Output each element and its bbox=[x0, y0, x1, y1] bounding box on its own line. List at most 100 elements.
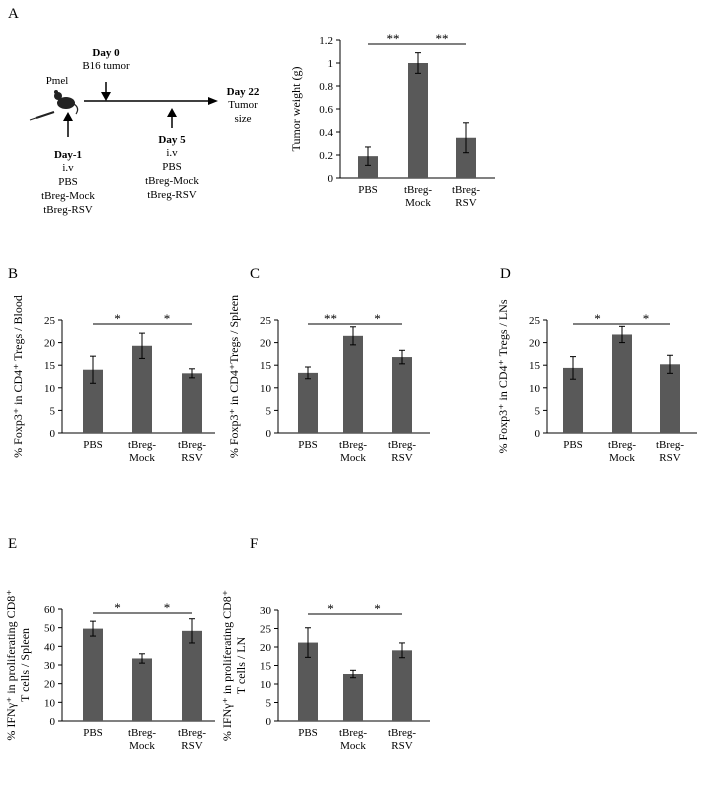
mouse-icon bbox=[29, 90, 79, 121]
y-label-group: % Foxp3⁺ in CD4⁺ Tregs / Blood bbox=[11, 295, 25, 458]
y-tick-label: 10 bbox=[44, 383, 56, 395]
event-title: Day 22 bbox=[227, 86, 260, 98]
significance-label: * bbox=[594, 311, 601, 326]
y-tick-label: 20 bbox=[260, 642, 272, 654]
x-tick-label: tBreg-RSV bbox=[656, 439, 684, 464]
bar bbox=[83, 628, 103, 721]
panel-label: C bbox=[250, 266, 260, 282]
y-tick-label: 20 bbox=[44, 679, 56, 691]
bar bbox=[392, 650, 412, 721]
bar bbox=[182, 630, 202, 721]
y-label-group: % Foxp3⁺ in CD4⁺ Tregs / LNs bbox=[496, 299, 510, 453]
x-tick-label: tBreg-RSV bbox=[452, 184, 480, 209]
error-bar bbox=[305, 366, 311, 380]
error-bar bbox=[350, 326, 356, 346]
mouse-label: Pmel bbox=[46, 75, 69, 87]
y-tick-label: 0.2 bbox=[319, 150, 333, 162]
error-bar bbox=[90, 355, 96, 384]
bar bbox=[612, 334, 632, 433]
y-tick-label: 5 bbox=[535, 405, 541, 417]
significance-label: * bbox=[374, 601, 381, 616]
significance-label: ** bbox=[324, 311, 337, 326]
significance-label: * bbox=[164, 600, 171, 615]
y-tick-label: 15 bbox=[529, 360, 541, 372]
x-tick-label: tBreg-Mock bbox=[339, 727, 367, 752]
y-tick-label: 0 bbox=[266, 428, 272, 440]
x-tick-label: tBreg-Mock bbox=[339, 439, 367, 464]
y-tick-label: 5 bbox=[50, 405, 56, 417]
y-label-group: % IFNγ⁺ in proliferating CD8⁺T cells / L… bbox=[220, 590, 248, 741]
error-bar bbox=[463, 122, 469, 154]
timeline bbox=[63, 82, 218, 137]
bar bbox=[343, 674, 363, 721]
bar bbox=[358, 156, 378, 178]
significance-label: ** bbox=[436, 31, 449, 46]
y-tick-label: 1.2 bbox=[319, 35, 333, 47]
bar bbox=[343, 335, 363, 433]
y-tick-label: 20 bbox=[260, 338, 272, 350]
error-bar bbox=[305, 627, 311, 658]
x-tick-label: tBreg-RSV bbox=[178, 727, 206, 752]
event-title: Day-1 bbox=[54, 149, 82, 161]
bar bbox=[456, 137, 476, 178]
error-bar bbox=[139, 332, 145, 359]
bar bbox=[660, 364, 680, 433]
y-tick-label: 0 bbox=[266, 716, 272, 728]
panel-label: D bbox=[500, 266, 511, 282]
event-line: i.v bbox=[62, 162, 74, 174]
x-tick-label: tBreg-RSV bbox=[178, 439, 206, 464]
panel-label: B bbox=[8, 266, 18, 282]
bar bbox=[132, 345, 152, 433]
error-bar bbox=[667, 354, 673, 374]
y-tick-label: 10 bbox=[529, 383, 541, 395]
bar bbox=[83, 369, 103, 433]
event-line: PBS bbox=[162, 161, 182, 173]
panel-label: E bbox=[8, 536, 17, 552]
significance-label: * bbox=[114, 311, 121, 326]
significance-label: ** bbox=[387, 31, 400, 46]
event-line: i.v bbox=[166, 147, 178, 159]
y-label-group: Tumor weight (g) bbox=[289, 67, 303, 152]
y-tick-label: 1 bbox=[328, 58, 334, 70]
x-tick-label: tBreg-Mock bbox=[128, 439, 156, 464]
y-axis-label: % Foxp3⁺ in CD4⁺Tregs / Spleen bbox=[227, 295, 241, 458]
event-line: Tumor bbox=[228, 99, 258, 111]
y-tick-label: 30 bbox=[260, 605, 272, 617]
y-tick-label: 10 bbox=[44, 697, 56, 709]
y-tick-label: 20 bbox=[44, 338, 56, 350]
error-bar bbox=[570, 356, 576, 380]
error-bar bbox=[90, 620, 96, 637]
y-tick-label: 25 bbox=[529, 315, 541, 327]
y-tick-label: 40 bbox=[44, 641, 56, 653]
x-tick-label: tBreg-Mock bbox=[608, 439, 636, 464]
significance-label: * bbox=[164, 311, 171, 326]
significance-label: * bbox=[374, 311, 381, 326]
y-tick-label: 15 bbox=[44, 360, 56, 372]
y-tick-label: 0.8 bbox=[319, 81, 333, 93]
event-line: tBreg-RSV bbox=[43, 204, 93, 216]
y-tick-label: 30 bbox=[44, 660, 56, 672]
bar bbox=[132, 658, 152, 721]
error-bar bbox=[415, 52, 421, 74]
significance-label: * bbox=[643, 311, 650, 326]
event-line: tBreg-RSV bbox=[147, 189, 197, 201]
x-tick-label: tBreg-RSV bbox=[388, 727, 416, 752]
y-tick-label: 5 bbox=[266, 405, 272, 417]
error-bar bbox=[365, 146, 371, 166]
significance-label: * bbox=[114, 600, 121, 615]
y-tick-label: 15 bbox=[260, 661, 272, 673]
event-line: B16 tumor bbox=[82, 60, 130, 72]
event-line: tBreg-Mock bbox=[145, 175, 199, 187]
y-tick-label: 0 bbox=[50, 428, 56, 440]
error-bar bbox=[139, 653, 145, 664]
y-axis-label: % Foxp3⁺ in CD4⁺ Tregs / LNs bbox=[496, 299, 510, 453]
significance-label: * bbox=[327, 601, 334, 616]
x-tick-label: PBS bbox=[358, 184, 378, 196]
x-tick-label: PBS bbox=[298, 727, 318, 739]
bar bbox=[182, 373, 202, 433]
y-axis-label: Tumor weight (g) bbox=[289, 67, 303, 152]
y-label-group: % Foxp3⁺ in CD4⁺Tregs / Spleen bbox=[227, 295, 241, 458]
y-axis-label: % Foxp3⁺ in CD4⁺ Tregs / Blood bbox=[11, 295, 25, 458]
y-tick-label: 25 bbox=[260, 624, 272, 636]
